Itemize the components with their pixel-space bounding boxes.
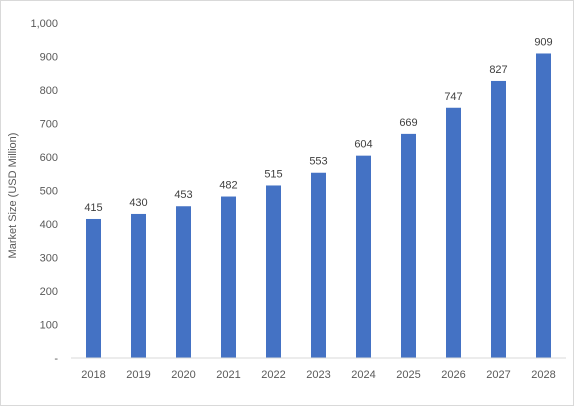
data-labels: 415 430 453 482 515 553 604 669 747 827 909 [84,36,552,213]
x-tick-label: 2028 [531,369,555,381]
data-label: 669 [399,117,417,129]
bar [266,185,281,358]
y-tick-label: 300 [40,253,58,265]
x-tick-label: 2025 [396,369,420,381]
data-label: 553 [309,156,327,168]
y-tick-label: 1,000 [30,18,58,30]
y-tick-label: 700 [40,119,58,131]
x-tick-label: 2026 [441,369,465,381]
bar [401,133,416,358]
bar [446,107,461,358]
data-label: 604 [354,139,372,151]
x-tick-label: 2023 [306,369,330,381]
bar [356,155,371,358]
y-tick-label: 900 [40,52,58,64]
data-label: 453 [174,189,192,201]
bars [86,53,551,359]
y-axis-ticks: - 100 200 300 400 500 600 700 800 900 1,000 [30,18,58,365]
x-tick-label: 2022 [261,369,285,381]
data-label: 482 [219,180,237,192]
bar [491,80,506,358]
bar [536,53,551,359]
x-tick-label: 2018 [81,369,105,381]
y-tick-label: - [54,353,58,365]
bar [86,218,101,358]
y-tick-label: 200 [40,286,58,298]
x-tick-label: 2024 [351,369,375,381]
x-tick-label: 2020 [171,369,195,381]
y-tick-label: 800 [40,85,58,97]
x-tick-label: 2021 [216,369,240,381]
data-label: 430 [129,197,147,209]
y-tick-label: 400 [40,219,58,231]
bar [176,206,191,358]
data-label: 415 [84,202,102,214]
x-tick-label: 2027 [486,369,510,381]
x-axis-ticks: 2018 2019 2020 2021 2022 2023 2024 2025 2026 2027… [81,369,555,381]
bar [311,172,326,358]
y-axis-title: Market Size (USD Million) [7,133,19,259]
y-tick-label: 600 [40,152,58,164]
bar [221,196,236,358]
bar [131,213,146,358]
data-label: 747 [444,91,462,103]
data-label: 909 [534,36,552,48]
y-tick-label: 100 [40,320,58,332]
x-tick-label: 2019 [126,369,150,381]
y-tick-label: 500 [40,186,58,198]
data-label: 827 [489,64,507,76]
data-label: 515 [264,168,282,180]
